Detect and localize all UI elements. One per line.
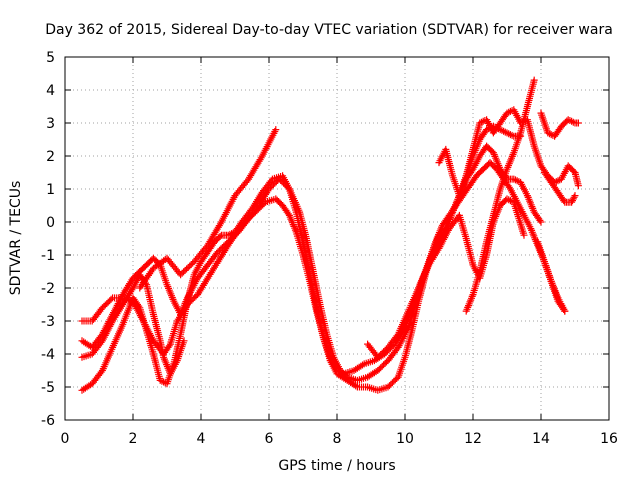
x-tick-label: 4: [197, 431, 206, 447]
y-tick-labels: 5 4 3 2 1 0 -1 -2 -3 -4 -5 -6: [41, 50, 55, 429]
series-9: [540, 169, 579, 206]
series-6: [462, 76, 538, 315]
y-tick-label: 3: [46, 116, 55, 132]
series-8: [537, 109, 582, 140]
axis-ticks: [64, 56, 610, 421]
x-tick-label: 0: [61, 431, 70, 447]
data-points: [78, 76, 582, 394]
series-8-markers: [537, 109, 582, 140]
y-tick-label: -6: [41, 413, 55, 429]
x-tick-label: 2: [129, 431, 138, 447]
x-tick-labels: 0 2 4 6 8 10 12 14 16: [61, 431, 618, 447]
x-tick-label: 16: [600, 431, 618, 447]
y-tick-label: -2: [41, 281, 55, 297]
y-tick-label: -3: [41, 314, 55, 330]
y-tick-label: 2: [46, 149, 55, 165]
y-tick-label: 0: [46, 215, 55, 231]
series-10-markers: [534, 238, 569, 315]
y-tick-label: 1: [46, 182, 55, 198]
y-tick-label: -1: [41, 248, 55, 264]
x-tick-label: 6: [265, 431, 274, 447]
y-tick-label: -4: [41, 347, 55, 363]
y-axis-label: SDTVAR / TECUs: [8, 181, 24, 296]
y-tick-label: -5: [41, 380, 55, 396]
chart-title: Day 362 of 2015, Sidereal Day-to-day VTE…: [45, 22, 613, 38]
series-7: [435, 106, 582, 200]
x-tick-label: 12: [464, 431, 482, 447]
x-tick-label: 8: [333, 431, 342, 447]
y-tick-label: 4: [46, 83, 55, 99]
series-10: [534, 238, 569, 315]
series-4: [136, 126, 280, 292]
x-tick-label: 14: [532, 431, 550, 447]
x-tick-label: 10: [396, 431, 414, 447]
x-axis-label: GPS time / hours: [278, 458, 395, 474]
y-tick-label: 5: [46, 50, 55, 66]
